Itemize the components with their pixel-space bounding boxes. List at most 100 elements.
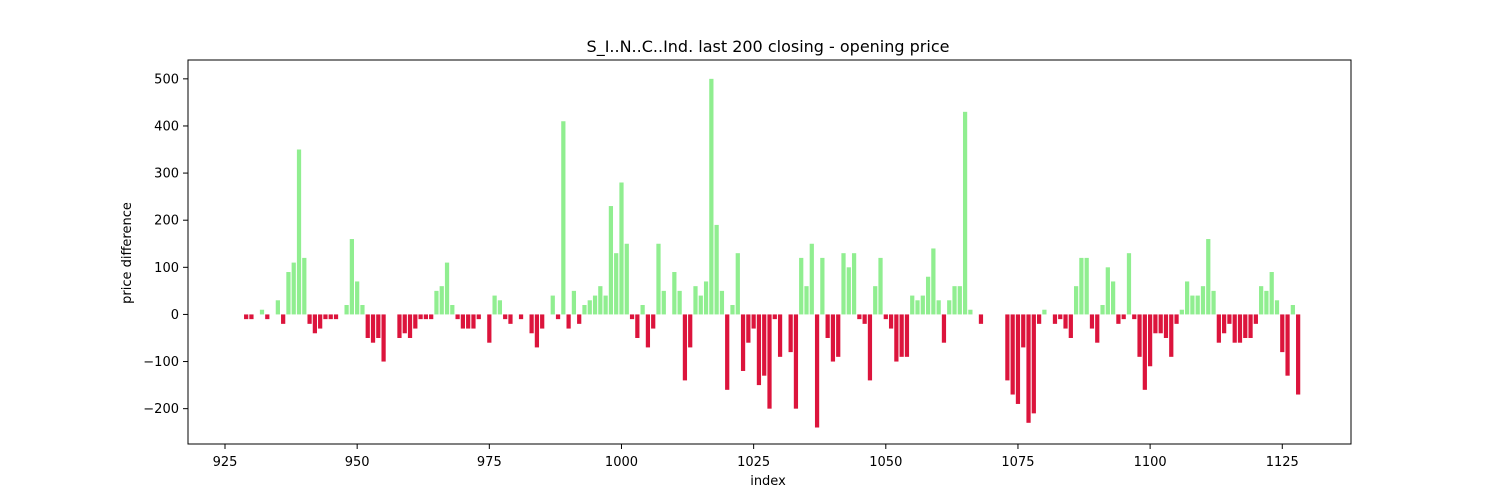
bars-group [244, 78, 1301, 428]
bar [1021, 314, 1026, 348]
x-tick-label: 1100 [1134, 455, 1167, 470]
bar [1111, 281, 1116, 315]
x-tick-label: 975 [477, 455, 502, 470]
bar [587, 300, 592, 315]
bar [1153, 314, 1158, 334]
bar [1073, 286, 1079, 315]
bar [312, 314, 317, 334]
x-tick-label: 1000 [605, 455, 638, 470]
bar [1237, 314, 1243, 343]
bar [799, 257, 804, 315]
bar [365, 314, 370, 338]
bar [629, 314, 635, 320]
bar [1158, 314, 1163, 334]
chart-title: S_I..N..C..Ind. last 200 closing - openi… [587, 37, 950, 57]
bar [1296, 314, 1301, 395]
bar [1068, 314, 1073, 338]
x-axis-label: index [750, 474, 786, 489]
bar [291, 262, 296, 315]
bar [888, 314, 894, 329]
bar [1253, 314, 1258, 324]
bar [333, 314, 339, 320]
bar [555, 314, 561, 320]
x-tick-label: 925 [213, 455, 238, 470]
bar [862, 314, 867, 324]
bar [688, 314, 693, 348]
bar [592, 295, 598, 315]
bar [635, 314, 640, 338]
bar [302, 257, 307, 315]
bar [503, 314, 508, 320]
bar [830, 314, 836, 362]
bar [307, 314, 312, 324]
bar [730, 305, 735, 315]
bar [978, 314, 984, 324]
bar [286, 272, 291, 315]
bar [429, 314, 434, 320]
y-axis-ticks: −200 −100 0 100 200 300 400 500 [143, 72, 188, 417]
bar [423, 314, 428, 320]
bar [476, 314, 481, 320]
bar [1285, 314, 1290, 376]
bar [624, 243, 629, 315]
bar [397, 314, 402, 338]
bar [487, 314, 492, 343]
bar [915, 300, 920, 315]
bar [746, 314, 751, 343]
bar [603, 295, 608, 315]
y-tick-label: 200 [154, 214, 179, 229]
bar [640, 305, 645, 315]
x-axis-ticks: 925 950 975 1000 1025 1050 1075 1100 1125 [213, 444, 1299, 470]
bar [1010, 314, 1015, 395]
bar [762, 314, 767, 376]
bar [1227, 314, 1232, 324]
y-tick-label: 400 [154, 119, 179, 134]
bar [566, 314, 571, 329]
bar [904, 314, 910, 357]
bar [857, 314, 862, 320]
bar [1243, 314, 1248, 338]
bar [1148, 314, 1153, 367]
bar [693, 286, 698, 315]
bar [1079, 257, 1084, 315]
bar [259, 309, 265, 315]
bar [793, 314, 799, 409]
bar [249, 314, 254, 320]
bar [772, 314, 777, 320]
bar [1116, 314, 1121, 324]
bar [873, 286, 878, 315]
bar [846, 267, 851, 315]
y-tick-label: 0 [171, 308, 179, 323]
y-tick-label: −200 [143, 402, 179, 417]
bar [534, 314, 540, 348]
bar [751, 314, 756, 329]
bar [1095, 314, 1100, 343]
bar [492, 295, 497, 315]
x-tick-label: 1075 [1001, 455, 1034, 470]
bar [1063, 314, 1068, 329]
bar [355, 281, 360, 315]
bar [941, 314, 947, 343]
bar [719, 290, 725, 315]
bar [360, 305, 365, 315]
bar [851, 253, 857, 315]
y-axis-label: price difference [120, 202, 135, 304]
bar [920, 295, 925, 315]
bar [265, 314, 270, 320]
bar [439, 286, 444, 315]
bar [1274, 300, 1280, 315]
bar [1126, 253, 1132, 315]
bar [1206, 239, 1211, 315]
bar [952, 286, 957, 315]
bar [1121, 314, 1126, 320]
bar [714, 224, 719, 315]
bar [1290, 305, 1295, 315]
bar [899, 314, 904, 357]
bar [1264, 290, 1269, 315]
bar [376, 314, 381, 338]
bar [1100, 305, 1105, 315]
y-tick-label: 500 [154, 72, 179, 87]
bar [561, 121, 566, 315]
bar [767, 314, 772, 409]
